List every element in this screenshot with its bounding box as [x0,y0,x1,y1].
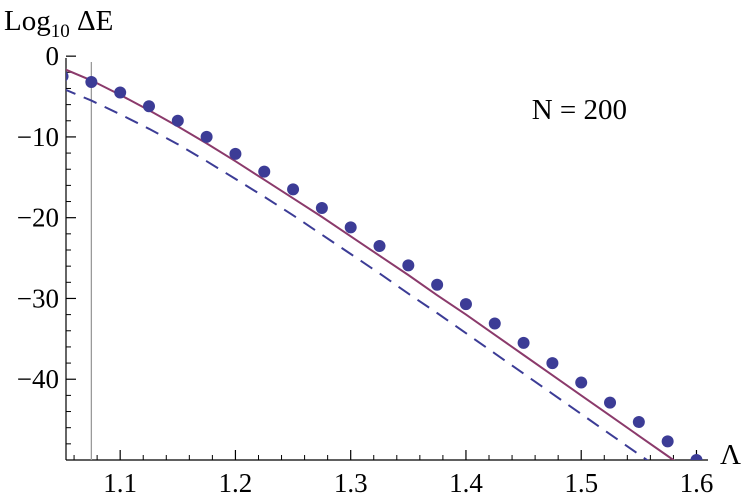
y-axis-label-base: Log [4,5,51,37]
x-tick-label: 1.1 [103,468,137,498]
data-point [373,239,386,252]
data-point [402,259,415,272]
x-axis-label: Λ [720,439,741,471]
data-point [114,86,127,99]
data-point [546,357,559,370]
data-point [517,336,530,349]
y-tick-label: 0 [46,41,60,71]
data-point [575,376,588,389]
x-tick-label: 1.5 [564,468,598,498]
data-point [142,100,155,113]
y-tick-label: −20 [17,203,59,233]
dashed-line-series [66,88,649,460]
data-point [287,183,300,196]
x-tick-label: 1.4 [449,468,483,498]
data-point [488,317,501,330]
data-point [171,114,184,127]
data-point [632,416,645,429]
y-axis-label-subscript: 10 [51,21,70,42]
data-point [459,298,472,311]
data-point [604,396,617,409]
marks [66,68,703,460]
data-point [661,435,674,448]
y-tick-label: −30 [17,283,59,313]
data-point [690,454,703,460]
data-point [200,130,213,143]
data-point [431,278,444,291]
data-point [66,71,69,82]
data-point [315,202,328,214]
y-axis-label-rest: ΔE [70,5,114,37]
x-tick-label: 1.3 [334,468,368,498]
x-tick-label: 1.6 [680,468,714,498]
data-point [85,76,98,88]
y-tick-label: −10 [17,122,59,152]
data-point [344,221,357,234]
y-axis-label: Log10 ΔE [4,5,113,42]
plot-annotation: N = 200 [532,94,627,126]
data-point [229,147,242,160]
axes [65,58,708,461]
data-point [258,165,271,178]
solid-line-series [66,68,676,460]
ticks: 1.1 1.2 1.3 1.4 1.5 1.6 0 −10 −20 −30 −40 [17,41,714,498]
x-tick-label: 1.2 [219,468,253,498]
y-tick-label: −40 [17,364,59,394]
